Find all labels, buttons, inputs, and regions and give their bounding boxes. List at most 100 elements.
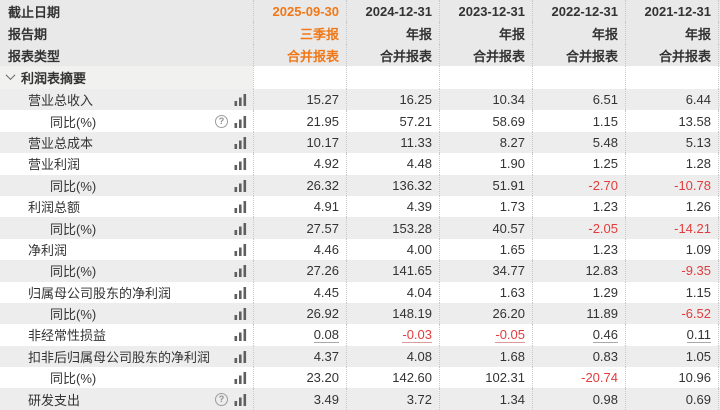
row-label: 归属母公司股东的净利润	[28, 285, 172, 301]
value: 34.77	[492, 263, 525, 279]
value[interactable]: -0.03	[402, 326, 432, 343]
value: 8.27	[499, 134, 525, 150]
row-label: 营业总成本	[28, 135, 94, 151]
row-label: 同比(%)	[50, 371, 97, 387]
section-label[interactable]: 利润表摘要	[0, 66, 253, 89]
bar-chart-icon[interactable]	[234, 157, 247, 171]
section-row-income-statement[interactable]: 利润表摘要	[0, 66, 720, 89]
row-label: 非经常性损益	[28, 328, 107, 344]
bar-chart-icon[interactable]	[234, 286, 247, 299]
value-cell: -0.05	[439, 324, 532, 346]
bar-chart-icon[interactable]	[234, 393, 247, 406]
value-cell: 1.26	[625, 195, 718, 218]
column-sliver	[718, 131, 720, 154]
table-row: 同比(%) 23.20 142.60 102.31 -20.74 10.96	[0, 367, 720, 389]
value-cell: 142.60	[346, 367, 439, 389]
help-icon[interactable]: ?	[215, 392, 228, 406]
row-label-cell: 净利润	[0, 239, 253, 260]
bar-chart-icon[interactable]	[234, 371, 247, 385]
bar-chart-icon[interactable]	[234, 307, 247, 321]
bar-chart-icon[interactable]	[234, 179, 247, 192]
bar-chart-icon[interactable]	[234, 136, 247, 149]
value[interactable]: -0.05	[495, 326, 525, 343]
value: 3.72	[406, 391, 432, 407]
value-cell: 27.26	[253, 260, 346, 282]
value-cell: 21.95	[253, 110, 346, 132]
row-icons	[234, 328, 253, 342]
bar-chart-icon[interactable]	[234, 200, 247, 214]
bar-chart-icon[interactable]	[234, 93, 247, 107]
bar-chart-icon[interactable]	[234, 350, 247, 363]
value: 16.25	[399, 92, 432, 108]
value: 5.48	[592, 134, 618, 150]
table-row: 同比(%) 26.32 136.32 51.91 -2.70 -10.78	[0, 174, 720, 196]
value-cell: 0.11	[625, 324, 718, 346]
value: 10.34	[492, 92, 525, 108]
value: 10.17	[306, 134, 339, 150]
value: 1.63	[499, 284, 525, 300]
value: 1.23	[592, 241, 618, 257]
value: 58.69	[492, 113, 525, 129]
help-icon[interactable]: ?	[215, 114, 228, 128]
value: 6.51	[592, 92, 618, 108]
header-value: 合并报表	[253, 44, 346, 66]
value-cell: 0.69	[625, 388, 718, 410]
column-sliver	[718, 153, 720, 175]
chevron-down-icon[interactable]	[5, 69, 16, 80]
header-value: 合并报表	[532, 44, 625, 66]
value: 26.20	[492, 306, 525, 322]
value: 1.26	[685, 199, 711, 215]
bar-chart-icon[interactable]	[234, 328, 247, 342]
value: 142.60	[392, 370, 432, 386]
value: 0.98	[592, 391, 618, 407]
value: 1.05	[685, 348, 711, 364]
header-value: 2023-12-31	[439, 0, 532, 22]
value: 26.32	[306, 177, 339, 193]
value-cell: -2.05	[532, 217, 625, 239]
value-cell: 1.23	[532, 195, 625, 218]
row-icons: ?	[215, 114, 253, 128]
value: 40.57	[492, 220, 525, 236]
value-cell: 10.96	[625, 367, 718, 389]
row-label: 扣非后归属母公司股东的净利润	[28, 349, 211, 365]
value-cell: 11.89	[532, 302, 625, 325]
value: 15.27	[306, 92, 339, 108]
row-label-cell: 同比(%)?	[0, 110, 253, 131]
bar-chart-icon[interactable]	[234, 222, 247, 235]
value-cell: 12.83	[532, 260, 625, 282]
section-empty-cell	[439, 66, 532, 89]
row-label-cell: 利润总额	[0, 196, 253, 217]
column-sliver	[718, 110, 720, 132]
value[interactable]: 0.11	[686, 326, 711, 343]
row-icons	[234, 307, 253, 321]
header-value: 合并报表	[346, 44, 439, 66]
bar-chart-icon[interactable]	[234, 264, 247, 278]
header-value: 合并报表	[439, 44, 532, 66]
row-icons	[234, 264, 253, 278]
row-icons	[234, 93, 253, 107]
column-sliver	[718, 367, 720, 389]
value-cell: -2.70	[532, 174, 625, 196]
row-icons	[234, 200, 253, 214]
column-sliver	[718, 22, 720, 44]
value-cell: 4.48	[346, 153, 439, 175]
value: 141.65	[392, 263, 432, 279]
value[interactable]: 0.46	[592, 326, 618, 343]
value[interactable]: 0.08	[313, 326, 339, 343]
value: 1.25	[592, 156, 618, 172]
column-sliver	[718, 217, 720, 239]
value-cell: 15.27	[253, 89, 346, 111]
row-icons	[234, 286, 253, 299]
section-empty-cell	[532, 66, 625, 89]
bar-chart-icon[interactable]	[234, 115, 247, 128]
column-sliver	[718, 324, 720, 346]
column-sliver	[718, 195, 720, 218]
value: 57.21	[399, 113, 432, 129]
value: 4.46	[313, 241, 339, 257]
value: 0.83	[592, 348, 618, 364]
bar-chart-icon[interactable]	[234, 243, 247, 256]
value-cell: 6.44	[625, 89, 718, 111]
value-cell: 4.08	[346, 345, 439, 368]
value-cell: -20.74	[532, 367, 625, 389]
value: 10.96	[678, 370, 711, 386]
